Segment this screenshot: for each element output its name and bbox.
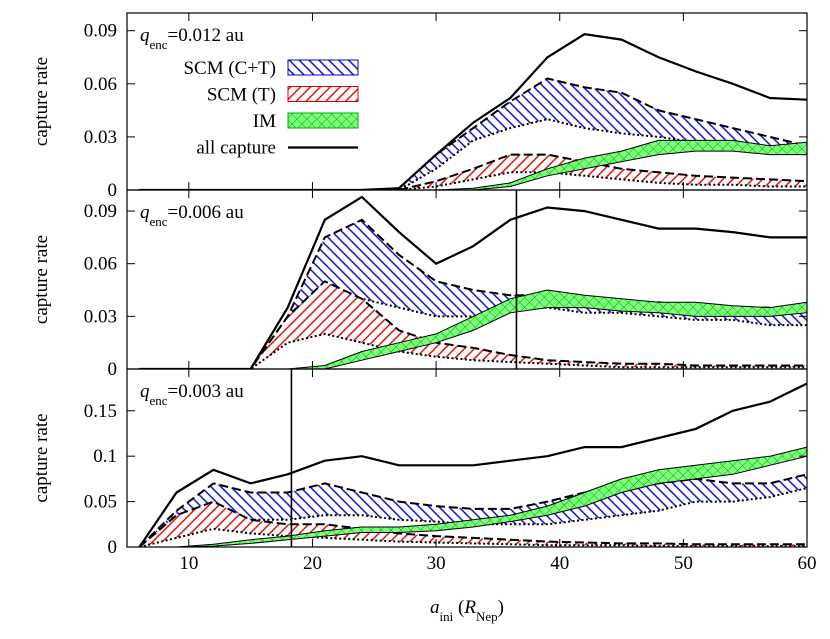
band	[139, 290, 807, 369]
band-upper	[138, 500, 807, 547]
x-axis-label-part: Nep	[476, 609, 498, 624]
band-lower	[139, 307, 807, 369]
band-lower	[139, 150, 807, 190]
plot-area	[138, 382, 807, 547]
band-upper	[139, 77, 807, 190]
x-tick-label: 10	[179, 553, 198, 574]
band	[139, 281, 807, 369]
y-tick-label: 0.09	[84, 201, 117, 222]
panel-title-part: q	[140, 25, 150, 46]
y-axis-label: capture rate	[31, 57, 52, 146]
x-tick-label: 40	[550, 553, 569, 574]
panel-title-part: enc	[150, 37, 168, 52]
band-upper	[139, 289, 807, 369]
panel-title: qenc=0.012 au	[140, 25, 244, 52]
panel-title-part: q	[140, 202, 150, 223]
panel-title-part: =0.006 au	[168, 202, 245, 223]
y-tick-label: 0	[108, 180, 118, 201]
band-lower	[139, 527, 807, 547]
panel-title-part: =0.012 au	[168, 25, 245, 46]
x-axis-label: aini (RNep)	[430, 597, 504, 624]
band-lower	[139, 455, 807, 547]
frame	[126, 368, 808, 548]
line	[139, 33, 807, 190]
legend-label: SCM (C+T)	[183, 58, 276, 79]
y-tick-label: 0.03	[84, 306, 117, 327]
band-upper	[139, 280, 807, 369]
band	[139, 154, 807, 190]
y-tick-label: 0.06	[84, 254, 117, 275]
legend-swatch	[287, 59, 359, 76]
y-tick-label: 0.09	[84, 21, 117, 42]
band-upper	[139, 139, 807, 190]
line	[139, 195, 807, 369]
x-tick-label: 30	[427, 553, 446, 574]
x-axis-label-part: a	[430, 597, 440, 618]
x-axis-label-part: ini	[440, 609, 454, 624]
band-lower	[139, 171, 807, 190]
x-tick-label: 20	[303, 553, 322, 574]
band	[139, 140, 807, 190]
y-tick-label: 0.06	[84, 74, 117, 95]
legend-swatch	[287, 112, 359, 129]
y-tick-label: 0	[108, 537, 118, 558]
x-axis-label-part: )	[498, 597, 504, 618]
y-axis-label: capture rate	[31, 413, 52, 502]
x-tick-label: 50	[674, 553, 693, 574]
band	[139, 474, 807, 547]
line	[138, 382, 807, 547]
y-tick-label: 0.15	[84, 401, 117, 422]
band	[139, 78, 807, 190]
panel-title-part: enc	[150, 214, 168, 229]
panel-title-part: =0.003 au	[168, 381, 245, 402]
y-tick-label: 0.03	[84, 127, 117, 148]
plot-area	[139, 195, 807, 369]
band-upper	[139, 153, 807, 190]
panel-title: qenc=0.003 au	[140, 381, 244, 408]
x-tick-label: 60	[798, 553, 817, 574]
x-axis-label-part: (	[453, 597, 464, 618]
y-tick-label: 0.1	[93, 446, 117, 467]
band-upper	[139, 446, 807, 547]
x-axis-label-part: R	[463, 597, 476, 618]
y-axis-label: capture rate	[31, 235, 52, 324]
y-tick-label: 0	[108, 359, 118, 380]
panel-title-part: enc	[150, 393, 168, 408]
plot-area	[139, 33, 807, 190]
legend-label: all capture	[196, 138, 276, 159]
legend-swatch	[287, 86, 359, 102]
y-tick-label: 0.05	[84, 492, 117, 513]
legend-label: SCM (T)	[207, 85, 276, 106]
panel-title-part: q	[140, 381, 150, 402]
band-lower	[139, 332, 807, 369]
panel-title: qenc=0.006 au	[140, 202, 244, 229]
band	[139, 219, 807, 369]
legend-label: IM	[253, 111, 276, 132]
